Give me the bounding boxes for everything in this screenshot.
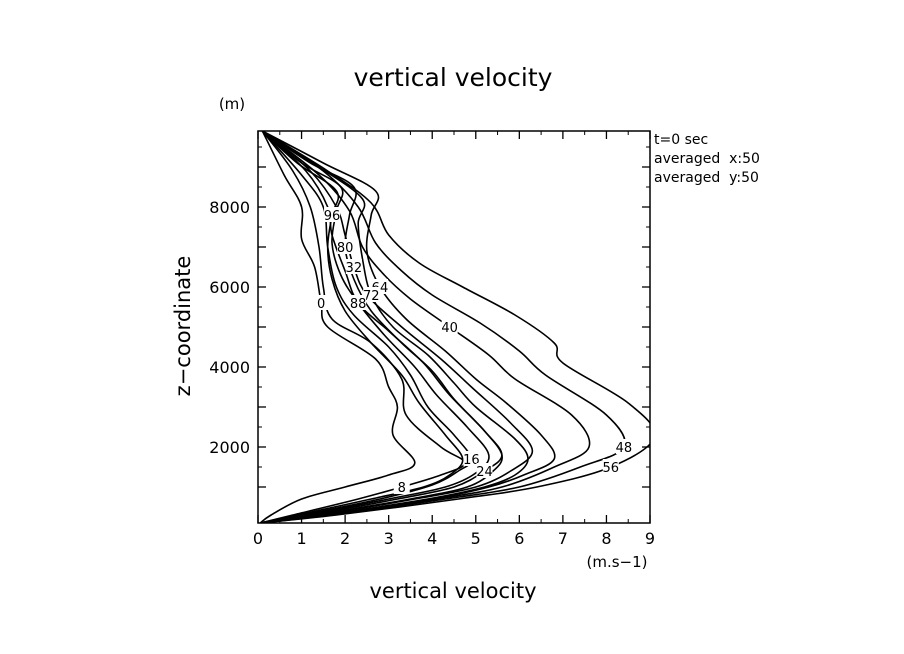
x-tick-label: 3 — [384, 529, 394, 548]
y-axis-label: z−coordinate — [171, 256, 195, 397]
x-tick-label: 0 — [253, 529, 263, 548]
y-tick-label: 2000 — [209, 438, 250, 457]
series-label: 56 — [603, 461, 620, 476]
label-backdrop — [324, 207, 341, 222]
label-backdrop — [476, 463, 493, 478]
x-unit-label: (m.s−1) — [586, 553, 647, 571]
x-tick-label: 8 — [601, 529, 611, 548]
x-tick-label: 9 — [645, 529, 655, 548]
series-line — [260, 131, 591, 523]
label-backdrop — [345, 259, 362, 274]
series-line — [260, 131, 490, 523]
x-tick-label: 5 — [471, 529, 481, 548]
series-label: 96 — [324, 209, 341, 224]
x-tick-label: 6 — [514, 529, 524, 548]
label-backdrop — [441, 319, 458, 334]
series-label: 40 — [441, 321, 458, 336]
label-backdrop — [337, 239, 354, 254]
label-backdrop — [350, 295, 367, 310]
label-backdrop — [313, 295, 330, 310]
series-line — [260, 131, 473, 523]
y-tick-label: 8000 — [209, 198, 250, 217]
x-tick-label: 2 — [340, 529, 350, 548]
label-backdrop — [463, 451, 480, 466]
series-line — [260, 131, 464, 523]
x-tick-label: 7 — [558, 529, 568, 548]
series-line — [260, 131, 466, 523]
chart-title: vertical velocity — [354, 63, 553, 92]
series-line — [260, 131, 650, 523]
series-label: 16 — [463, 453, 480, 468]
y-tick-label: 4000 — [209, 358, 250, 377]
info-line: averaged y:50 — [654, 170, 759, 186]
label-backdrop — [393, 479, 410, 494]
info-panel: t=0 sec averaged x:50 averaged y:50 — [654, 132, 760, 186]
series-label: 0 — [317, 297, 325, 312]
series-label: 48 — [616, 441, 633, 456]
label-backdrop — [602, 459, 619, 474]
series-line — [260, 131, 503, 523]
info-line: t=0 sec — [654, 132, 708, 148]
x-axis-label: vertical velocity — [369, 579, 536, 603]
series-line — [259, 131, 416, 523]
y-tick-label: 6000 — [209, 278, 250, 297]
x-tick-label: 1 — [296, 529, 306, 548]
series-label: 8 — [398, 481, 406, 496]
label-backdrop — [363, 287, 380, 302]
label-backdrop — [615, 439, 632, 454]
x-tick-label: 4 — [427, 529, 437, 548]
series-line — [260, 131, 626, 523]
info-line: averaged x:50 — [654, 151, 760, 167]
series-label: 32 — [346, 261, 363, 276]
series-label: 72 — [363, 289, 380, 304]
series-line — [260, 131, 556, 523]
series-label: 24 — [476, 465, 493, 480]
y-unit-label: (m) — [219, 95, 245, 113]
series-label: 80 — [337, 241, 354, 256]
series-label: 88 — [350, 297, 367, 312]
series-line — [260, 131, 529, 523]
series-line — [260, 131, 534, 523]
